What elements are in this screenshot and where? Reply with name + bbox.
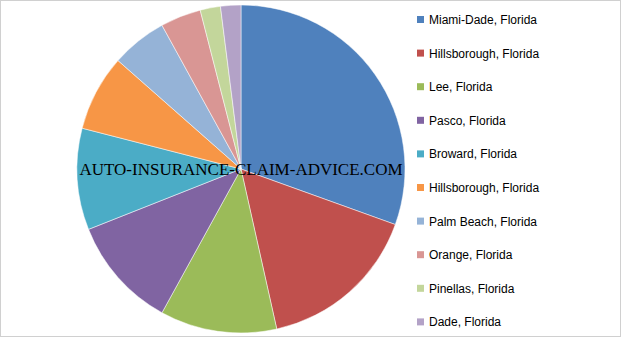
chart-frame: [1, 1, 621, 337]
legend-swatch: [417, 150, 424, 157]
legend-swatch: [417, 318, 424, 325]
pie-slice: [220, 5, 241, 169]
legend: Miami-Dade, Florida Hillsborough, Florida…: [417, 13, 539, 329]
legend-label: Broward, Florida: [429, 147, 517, 161]
watermark: AUTO-INSURANCE-CLAIM-ADVICE.COM: [79, 160, 402, 179]
legend-swatch: [417, 16, 424, 23]
legend-swatch: [417, 251, 424, 258]
legend-label: Dade, Florida: [429, 315, 501, 329]
legend-swatch: [417, 117, 424, 124]
legend-label: Lee, Florida: [429, 80, 493, 94]
legend-swatch: [417, 50, 424, 57]
legend-swatch: [417, 285, 424, 292]
legend-label: Palm Beach, Florida: [429, 215, 537, 229]
legend-label: Orange, Florida: [429, 248, 513, 262]
legend-label: Hillsborough, Florida: [429, 181, 539, 195]
legend-swatch: [417, 218, 424, 225]
pie: [77, 5, 405, 333]
legend-label: Pasco, Florida: [429, 114, 506, 128]
legend-label: Hillsborough, Florida: [429, 47, 539, 61]
chart: AUTO-INSURANCE-CLAIM-ADVICE.COM Miami-Dad…: [0, 0, 621, 337]
legend-swatch: [417, 184, 424, 191]
chart-container: AUTO-INSURANCE-CLAIM-ADVICE.COM Miami-Dad…: [0, 0, 621, 337]
legend-label: Miami-Dade, Florida: [429, 13, 537, 27]
legend-swatch: [417, 83, 424, 90]
legend-label: Pinellas, Florida: [429, 282, 515, 296]
